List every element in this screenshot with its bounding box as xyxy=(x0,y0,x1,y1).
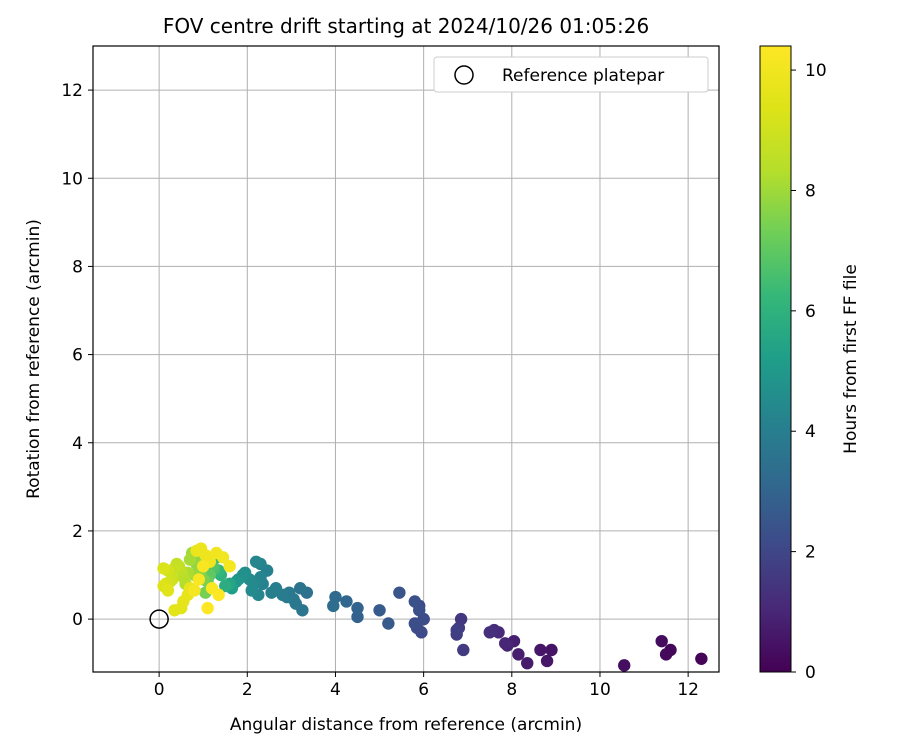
colorbar-gradient xyxy=(759,45,792,673)
x-tick-label: 8 xyxy=(506,680,517,700)
data-point xyxy=(197,559,210,573)
data-points xyxy=(157,542,708,672)
y-axis-label: Rotation from reference (arcmin) xyxy=(24,219,44,499)
data-point xyxy=(512,648,525,661)
plot-area: 0 2 4 6 8 10 12 0 2 4 6 8 10 12 xyxy=(61,45,720,700)
data-point xyxy=(293,582,307,595)
colorbar-tick-label: 8 xyxy=(805,181,816,201)
y-tick-label: 4 xyxy=(72,434,83,454)
data-point xyxy=(450,623,463,637)
data-point xyxy=(382,617,395,630)
data-point xyxy=(183,553,197,566)
y-tick-label: 0 xyxy=(72,610,83,630)
legend-box xyxy=(433,56,709,93)
data-point xyxy=(192,573,206,586)
x-tick-label: 12 xyxy=(677,680,699,700)
data-point xyxy=(534,643,547,657)
data-point xyxy=(340,595,353,608)
y-tick-label: 6 xyxy=(72,346,83,366)
x-tick-label: 4 xyxy=(330,680,341,700)
x-axis-label: Angular distance from reference (arcmin) xyxy=(230,715,582,735)
data-point xyxy=(327,599,340,613)
x-axis-ticks: 0 2 4 6 8 10 12 xyxy=(154,672,699,700)
x-tick-label: 0 xyxy=(154,680,165,700)
data-point xyxy=(219,579,232,593)
colorbar-ticks: 0 2 4 6 8 10 xyxy=(791,61,827,683)
x-tick-label: 10 xyxy=(589,680,611,700)
data-point xyxy=(521,656,534,670)
x-tick-label: 6 xyxy=(418,680,429,700)
legend-reference-marker xyxy=(454,65,474,85)
data-point xyxy=(655,634,668,648)
y-tick-label: 10 xyxy=(61,169,83,189)
colorbar-tick-label: 2 xyxy=(805,543,816,563)
chart-title: FOV centre drift starting at 2024/10/26 … xyxy=(163,14,649,38)
legend-entry-reference-platepar: Reference platepar xyxy=(502,66,664,86)
data-point xyxy=(483,626,496,639)
reference-platepar-marker xyxy=(149,609,169,629)
data-point xyxy=(265,586,278,599)
data-point xyxy=(457,643,470,657)
data-point xyxy=(393,586,406,599)
colorbar-label: Hours from first FF file xyxy=(841,264,861,454)
y-tick-label: 12 xyxy=(61,81,83,101)
data-point xyxy=(249,555,263,568)
colorbar: 0 2 4 6 8 10 Hours from first FF file xyxy=(759,45,861,683)
data-point xyxy=(216,551,230,564)
data-point xyxy=(498,637,512,650)
data-point xyxy=(351,610,364,624)
data-point xyxy=(157,562,170,575)
grid xyxy=(93,46,719,672)
legend: Reference platepar xyxy=(433,56,709,93)
y-tick-label: 2 xyxy=(72,522,83,542)
data-point xyxy=(223,559,236,573)
x-tick-label: 2 xyxy=(242,680,253,700)
data-point xyxy=(408,617,422,630)
data-point xyxy=(212,588,225,602)
data-point xyxy=(351,601,364,615)
data-point xyxy=(373,604,386,617)
data-point xyxy=(188,584,201,597)
colorbar-tick-label: 0 xyxy=(805,663,816,683)
data-point xyxy=(161,584,175,597)
y-axis-ticks: 0 2 4 6 8 10 12 xyxy=(61,81,93,630)
data-point xyxy=(618,659,631,672)
data-point xyxy=(408,595,422,608)
data-point xyxy=(245,584,258,597)
colorbar-tick-label: 10 xyxy=(805,61,827,81)
data-point xyxy=(540,654,554,668)
data-point xyxy=(545,643,558,657)
colorbar-tick-label: 6 xyxy=(805,302,816,322)
y-tick-label: 8 xyxy=(72,257,83,277)
plot-frame xyxy=(92,45,720,673)
data-point xyxy=(201,601,214,615)
data-point xyxy=(659,648,673,661)
data-point xyxy=(695,652,708,665)
colorbar-tick-label: 4 xyxy=(805,422,816,442)
